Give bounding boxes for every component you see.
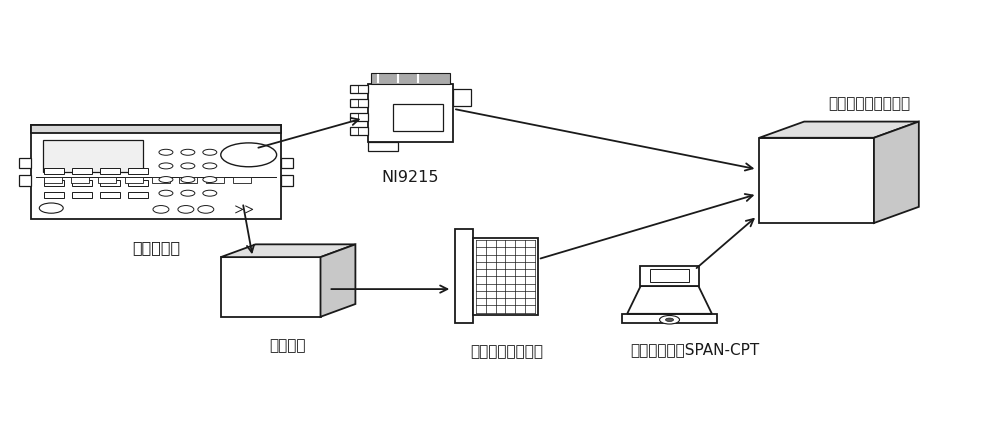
- Text: 信号发生器: 信号发生器: [132, 240, 180, 255]
- Polygon shape: [128, 180, 148, 186]
- Polygon shape: [759, 121, 919, 138]
- Circle shape: [203, 163, 217, 169]
- Polygon shape: [874, 121, 919, 223]
- Circle shape: [221, 143, 277, 167]
- Polygon shape: [152, 178, 170, 182]
- Polygon shape: [233, 178, 251, 182]
- Polygon shape: [100, 192, 120, 198]
- Polygon shape: [473, 238, 538, 314]
- Polygon shape: [43, 140, 143, 172]
- Polygon shape: [281, 175, 293, 185]
- Polygon shape: [31, 125, 281, 133]
- Polygon shape: [72, 168, 92, 175]
- Polygon shape: [368, 142, 398, 151]
- Circle shape: [666, 318, 674, 321]
- Polygon shape: [128, 192, 148, 198]
- Polygon shape: [125, 178, 143, 182]
- Circle shape: [181, 149, 195, 155]
- Polygon shape: [350, 99, 368, 107]
- Text: 读出电路: 读出电路: [269, 338, 306, 353]
- Polygon shape: [393, 104, 443, 131]
- Ellipse shape: [198, 205, 214, 213]
- Polygon shape: [371, 73, 450, 84]
- Circle shape: [181, 190, 195, 196]
- Polygon shape: [44, 180, 64, 186]
- Circle shape: [203, 149, 217, 155]
- Circle shape: [159, 190, 173, 196]
- Circle shape: [203, 177, 217, 182]
- Polygon shape: [368, 84, 453, 142]
- Polygon shape: [622, 314, 717, 323]
- Circle shape: [39, 203, 63, 213]
- Polygon shape: [281, 158, 293, 169]
- Polygon shape: [206, 178, 224, 182]
- Polygon shape: [72, 180, 92, 186]
- Polygon shape: [71, 178, 89, 182]
- Polygon shape: [72, 192, 92, 198]
- Circle shape: [203, 190, 217, 196]
- Ellipse shape: [153, 205, 169, 213]
- Text: 第一数据采集板卡: 第一数据采集板卡: [470, 344, 543, 360]
- Polygon shape: [640, 266, 699, 286]
- Polygon shape: [221, 257, 320, 317]
- Polygon shape: [650, 269, 689, 282]
- Polygon shape: [31, 125, 281, 219]
- Circle shape: [181, 163, 195, 169]
- Polygon shape: [100, 180, 120, 186]
- Polygon shape: [19, 158, 31, 169]
- Text: 惯性导航系统SPAN-CPT: 惯性导航系统SPAN-CPT: [630, 342, 759, 357]
- Circle shape: [159, 177, 173, 182]
- Polygon shape: [759, 138, 874, 223]
- Polygon shape: [98, 178, 116, 182]
- Polygon shape: [350, 85, 368, 93]
- Text: NI9215: NI9215: [382, 170, 439, 185]
- Polygon shape: [100, 168, 120, 175]
- Circle shape: [660, 315, 680, 324]
- Polygon shape: [350, 113, 368, 121]
- Polygon shape: [179, 178, 197, 182]
- Polygon shape: [627, 286, 712, 314]
- Polygon shape: [453, 89, 471, 106]
- Polygon shape: [44, 178, 62, 182]
- Polygon shape: [455, 230, 473, 323]
- Polygon shape: [128, 168, 148, 175]
- Polygon shape: [19, 175, 31, 185]
- Circle shape: [181, 177, 195, 182]
- Polygon shape: [44, 168, 64, 175]
- Polygon shape: [44, 192, 64, 198]
- Circle shape: [159, 163, 173, 169]
- Circle shape: [159, 149, 173, 155]
- Polygon shape: [350, 127, 368, 135]
- Ellipse shape: [178, 205, 194, 213]
- Text: 数据采集与控制系统: 数据采集与控制系统: [828, 96, 910, 111]
- Polygon shape: [221, 245, 355, 257]
- Polygon shape: [320, 245, 355, 317]
